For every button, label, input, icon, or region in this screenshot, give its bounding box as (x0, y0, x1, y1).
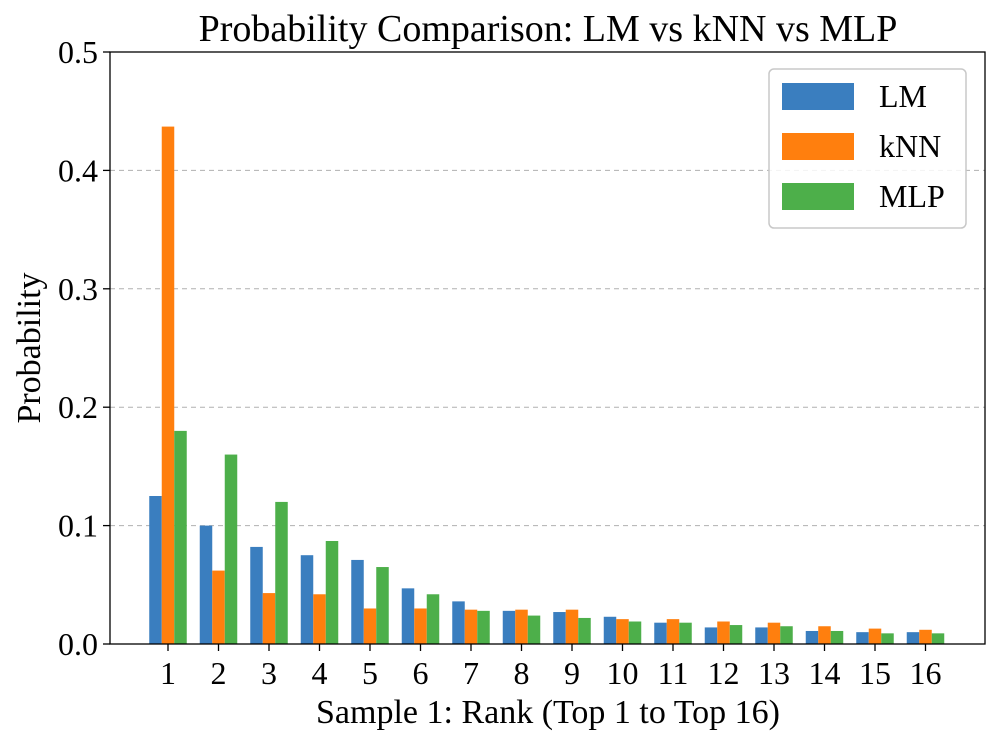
bar-mlp-rank-3 (275, 501, 288, 644)
x-tick-label: 11 (658, 655, 689, 691)
bar-mlp-rank-10 (628, 621, 642, 644)
bar-knn-rank-3 (262, 593, 276, 644)
bar-mlp-rank-12 (729, 625, 743, 644)
x-tick-label: 9 (564, 655, 580, 691)
bar-mlp-rank-9 (578, 617, 591, 644)
bars-layer (149, 126, 945, 645)
bar-mlp-rank-14 (830, 630, 844, 644)
x-tick-label: 13 (758, 655, 790, 691)
bar-knn-rank-15 (868, 628, 882, 644)
bar-mlp-rank-6 (426, 594, 440, 644)
bar-mlp-rank-2 (224, 454, 238, 644)
legend-swatch-lm (782, 83, 854, 110)
x-tick-label: 2 (211, 655, 227, 691)
bar-lm-rank-6 (401, 588, 415, 644)
x-tick-label: 16 (910, 655, 942, 691)
axes-layer: 0.00.10.20.30.40.51 2 3 4 5 6 7 8 9 10 11 12 13 14 15 1… (58, 34, 986, 691)
bar-lm-rank-5 (351, 559, 364, 644)
x-tick-label: 3 (261, 655, 277, 691)
bar-lm-rank-9 (553, 612, 566, 644)
bar-knn-rank-9 (565, 609, 579, 644)
bar-mlp-rank-15 (881, 633, 894, 644)
legend-label-mlp: MLP (879, 178, 945, 214)
x-axis-label: Sample 1: Rank (Top 1 to Top 16) (316, 694, 780, 731)
x-tick-label: 14 (809, 655, 841, 691)
legend-swatch-knn (782, 133, 854, 160)
x-tick-label: 7 (463, 655, 479, 691)
bar-lm-rank-15 (856, 632, 869, 644)
bar-knn-rank-10 (616, 619, 629, 644)
y-tick-label: 0.5 (58, 34, 98, 70)
bar-knn-rank-5 (363, 608, 377, 644)
bar-lm-rank-4 (300, 555, 314, 644)
legend-label-lm: LM (879, 78, 927, 114)
bar-knn-rank-6 (414, 608, 427, 644)
y-tick-label: 0.3 (58, 271, 98, 307)
bar-mlp-rank-11 (679, 622, 692, 644)
x-tick-label: 6 (413, 655, 429, 691)
bar-knn-rank-7 (464, 609, 478, 644)
y-tick-label: 0.2 (58, 389, 98, 425)
y-tick-label: 0.1 (58, 508, 98, 544)
bar-lm-rank-11 (654, 622, 667, 644)
bar-mlp-rank-4 (325, 540, 339, 644)
bar-knn-rank-1 (161, 126, 175, 645)
legend-label-knn: kNN (879, 128, 941, 164)
bar-knn-rank-16 (919, 629, 932, 644)
bar-knn-rank-8 (515, 609, 528, 644)
legend-swatch-mlp (782, 183, 854, 210)
bar-knn-rank-12 (717, 621, 730, 644)
x-tick-label: 10 (607, 655, 639, 691)
bar-knn-rank-11 (666, 619, 680, 644)
legend: LM kNN MLP (768, 68, 967, 229)
x-tick-label: 12 (708, 655, 740, 691)
x-tick-label: 1 (160, 655, 176, 691)
bar-lm-rank-14 (805, 630, 819, 644)
bar-lm-rank-7 (452, 601, 465, 644)
bar-lm-rank-13 (755, 627, 768, 644)
bar-lm-rank-3 (250, 546, 263, 644)
bar-lm-rank-1 (149, 496, 162, 644)
y-axis-label: Probability (11, 272, 48, 423)
bar-mlp-rank-7 (477, 610, 490, 644)
bar-lm-rank-2 (199, 525, 213, 644)
plot-frame (109, 51, 986, 645)
y-tick-label: 0.0 (58, 626, 98, 662)
y-tick-label: 0.4 (58, 152, 98, 188)
bar-lm-rank-8 (502, 610, 516, 644)
bar-mlp-rank-1 (174, 430, 187, 644)
bar-mlp-rank-16 (931, 633, 945, 644)
bar-lm-rank-10 (603, 616, 617, 644)
x-tick-label: 5 (362, 655, 378, 691)
bar-knn-rank-2 (212, 570, 225, 644)
bar-mlp-rank-13 (780, 626, 793, 644)
x-tick-label: 8 (514, 655, 530, 691)
bar-mlp-rank-8 (527, 615, 541, 644)
bar-knn-rank-14 (818, 626, 831, 644)
chart-title: Probability Comparison: LM vs kNN vs MLP (199, 8, 898, 50)
x-tick-label: 15 (859, 655, 891, 691)
bar-lm-rank-16 (906, 632, 920, 644)
bar-lm-rank-12 (704, 627, 718, 644)
bar-mlp-rank-5 (376, 567, 389, 644)
bar-knn-rank-13 (767, 622, 781, 644)
bar-knn-rank-4 (313, 594, 326, 644)
x-tick-label: 4 (312, 655, 328, 691)
